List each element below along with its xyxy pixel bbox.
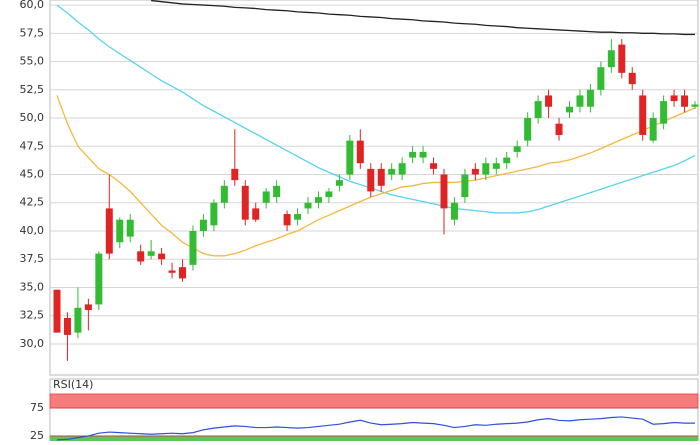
- candle-body: [670, 95, 678, 102]
- y-tick-label: 32,5: [20, 309, 45, 322]
- moving-average-line: [151, 0, 695, 36]
- candle-body: [74, 307, 82, 333]
- candle-body: [335, 180, 343, 186]
- candle-body: [314, 197, 322, 203]
- y-tick-label: 37,5: [20, 252, 45, 265]
- candle-body: [681, 95, 689, 107]
- y-tick-label: 57,5: [20, 26, 45, 39]
- candle-body: [649, 118, 657, 141]
- candle-body: [398, 163, 406, 175]
- candle-body: [607, 50, 615, 68]
- candle-body: [105, 208, 113, 254]
- candle-body: [199, 219, 207, 231]
- candle-body: [210, 202, 218, 226]
- y-tick-label: 47,5: [20, 139, 45, 152]
- y-tick-label: 45,0: [20, 168, 45, 181]
- candle-body: [168, 270, 176, 273]
- panel-title: RSI(14): [53, 378, 93, 391]
- panel-frame: [49, 378, 699, 442]
- candle-body: [461, 174, 469, 198]
- candle-body: [356, 140, 364, 164]
- candle-body: [524, 118, 532, 141]
- candle-body: [158, 253, 166, 260]
- candle-body: [231, 168, 239, 181]
- moving-average-line: [56, 4, 696, 214]
- candle-body: [388, 168, 396, 175]
- candle-body: [283, 214, 291, 226]
- candle-body: [555, 123, 563, 135]
- candle-body: [273, 185, 281, 198]
- candle-body: [419, 151, 427, 158]
- candle-body: [409, 151, 417, 158]
- candle-body: [189, 230, 197, 265]
- candle-body: [325, 191, 333, 198]
- candle-body: [53, 289, 61, 333]
- candle-body: [471, 168, 479, 175]
- candle-body: [346, 140, 354, 175]
- y-tick-label: 55,0: [20, 55, 45, 68]
- moving-average-line: [56, 95, 696, 257]
- candle-body: [179, 267, 187, 279]
- y-tick-label: 50,0: [20, 111, 45, 124]
- candle-body: [430, 163, 438, 169]
- y-tick-label: 25: [30, 429, 44, 441]
- candle-body: [377, 168, 385, 186]
- candle-body: [482, 163, 490, 175]
- candle-body: [565, 106, 573, 113]
- candle-body: [534, 101, 542, 119]
- y-tick-label: 40,0: [20, 224, 45, 237]
- rsi-band: [49, 435, 699, 442]
- rsi-line: [56, 416, 695, 441]
- candle-body: [137, 251, 145, 262]
- y-tick-label: 42,5: [20, 196, 45, 209]
- candle-body: [628, 72, 636, 85]
- candle-body: [147, 251, 155, 256]
- candle-body: [691, 104, 699, 107]
- candle-body: [95, 253, 103, 305]
- candle-body: [294, 214, 302, 220]
- candle-body: [116, 219, 124, 243]
- candle-body: [262, 191, 270, 203]
- candle-body: [492, 163, 500, 169]
- candle-body: [440, 174, 448, 209]
- candle-body: [220, 185, 228, 203]
- y-tick-label: 75: [30, 401, 44, 414]
- candle-body: [63, 317, 71, 335]
- rsi-band: [49, 393, 699, 409]
- y-tick-label: 52,5: [20, 83, 45, 96]
- candle-body: [660, 101, 668, 124]
- candle-body: [241, 185, 249, 220]
- candle-body: [639, 95, 647, 135]
- candle-body: [126, 219, 134, 237]
- candle-body: [503, 157, 511, 164]
- candle-body: [618, 44, 626, 73]
- candle-body: [252, 208, 260, 220]
- candle-body: [576, 95, 584, 107]
- y-tick-label: 60,0: [20, 0, 45, 11]
- y-tick-label: 30,0: [20, 337, 45, 350]
- candle-body: [304, 202, 312, 209]
- candle-body: [84, 304, 92, 311]
- candle-body: [450, 202, 458, 220]
- candle-body: [586, 89, 594, 107]
- candle-body: [597, 67, 605, 90]
- candle-body: [367, 168, 375, 192]
- candle-body: [513, 146, 521, 152]
- y-tick-label: 35,0: [20, 280, 45, 293]
- candle-body: [545, 95, 553, 107]
